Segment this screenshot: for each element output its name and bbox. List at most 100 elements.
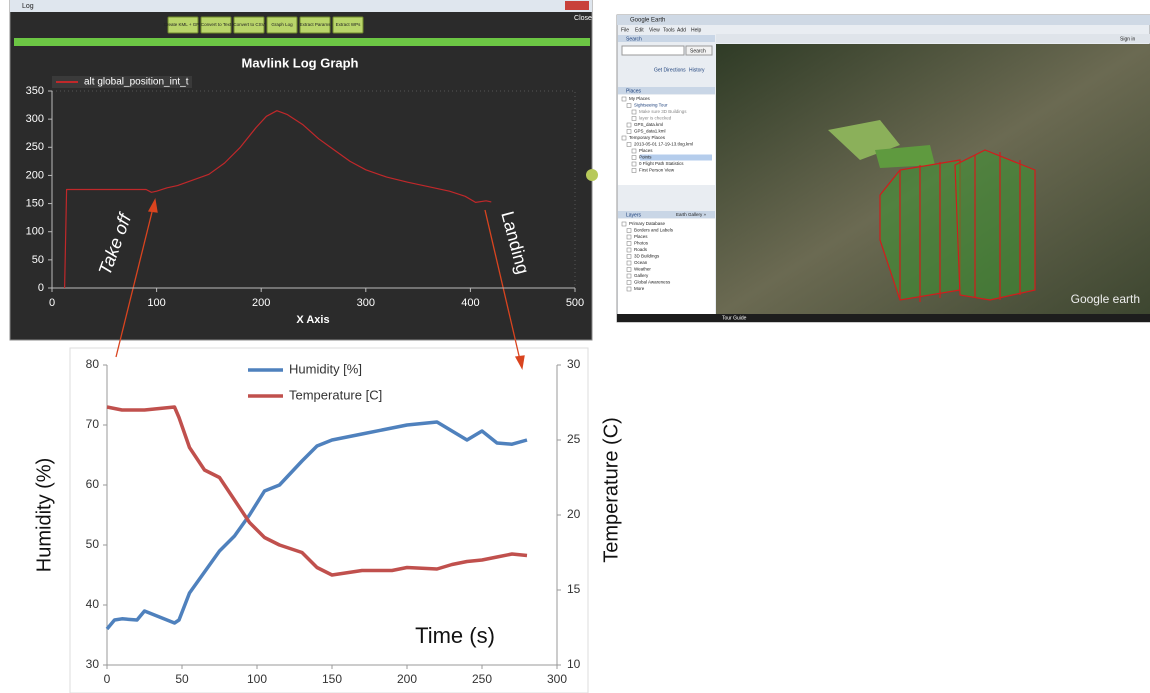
checkbox[interactable]	[626, 260, 632, 266]
checkbox[interactable]	[631, 155, 637, 160]
layer-item[interactable]: More	[634, 286, 645, 291]
layer-item[interactable]: Ocean	[634, 260, 648, 265]
layer-item[interactable]: Photos	[634, 241, 649, 246]
checkbox[interactable]	[626, 241, 632, 246]
layer-item[interactable]: Roads	[634, 247, 648, 252]
search-box[interactable]	[621, 45, 685, 56]
layer-item[interactable]: Places	[634, 234, 648, 239]
button[interactable]	[233, 16, 265, 34]
y-tick-label: 50	[86, 537, 100, 551]
close-button[interactable]	[565, 1, 589, 10]
search-button[interactable]	[685, 45, 713, 56]
menu-item[interactable]: Edit	[635, 27, 644, 33]
checkbox[interactable]	[631, 161, 637, 167]
place-item[interactable]: 2013-05-01 17-19-13.tlog.kml	[634, 142, 693, 147]
title-bar	[10, 0, 592, 12]
checkbox[interactable]	[626, 103, 632, 108]
menu-item[interactable]: View	[649, 27, 660, 33]
place-item[interactable]: Temporary Places	[629, 135, 666, 140]
checkbox[interactable]	[626, 273, 632, 279]
x-tick-label: 250	[472, 672, 492, 686]
button-label[interactable]: Extract WPs	[336, 22, 362, 27]
close-label[interactable]: Close	[574, 15, 592, 22]
menu-item[interactable]: Add	[677, 27, 686, 33]
place-item[interactable]: 0 Flight Path Statistics	[639, 161, 684, 166]
place-item[interactable]: Make sure 3D Buildings	[639, 109, 687, 114]
place-item[interactable]: layer is checked	[639, 116, 672, 121]
checkbox[interactable]	[631, 116, 637, 121]
button[interactable]	[167, 16, 199, 34]
y-tick-label: 60	[86, 477, 100, 491]
x-tick-label: 500	[566, 297, 584, 309]
place-item[interactable]: GPS_data.kml	[634, 122, 663, 127]
checkbox[interactable]	[621, 96, 627, 102]
checkbox[interactable]	[621, 135, 627, 141]
checkbox[interactable]	[626, 122, 632, 128]
legend-box	[52, 76, 192, 88]
layer-item[interactable]: Gallery	[634, 273, 649, 278]
checkbox[interactable]	[626, 286, 632, 292]
x-tick-label: 100	[147, 297, 165, 309]
layer-item[interactable]: Weather	[634, 267, 651, 272]
y2-tick-label: 10	[567, 657, 581, 671]
checkbox[interactable]	[626, 228, 632, 233]
checkbox[interactable]	[626, 254, 632, 259]
y-tick-label: 200	[26, 169, 44, 181]
place-item[interactable]: My Places	[629, 96, 651, 101]
ge-title: Google Earth	[630, 18, 665, 24]
y-tick-label: 30	[86, 657, 100, 671]
checkbox[interactable]	[626, 247, 632, 253]
layers-list	[618, 219, 715, 314]
y-axis-label: Humidity (%)	[33, 458, 55, 572]
place-item[interactable]: Places	[639, 148, 653, 153]
button[interactable]	[200, 16, 232, 34]
button[interactable]	[266, 16, 298, 34]
button-label[interactable]: Graph Log	[271, 22, 293, 27]
ge-logo: Google earth	[1071, 292, 1140, 306]
place-item[interactable]: GPS_data1.kml	[634, 129, 666, 134]
checkbox[interactable]	[626, 142, 632, 147]
menu-item[interactable]: Help	[691, 27, 702, 33]
checkbox[interactable]	[626, 280, 632, 285]
y-tick-label: 50	[32, 254, 44, 266]
layer-item[interactable]: Global Awareness	[634, 280, 671, 285]
x-tick-label: 50	[175, 672, 189, 686]
place-item[interactable]: Sightseeing Tour	[634, 103, 668, 108]
menu-item[interactable]: Tools	[663, 27, 675, 33]
search-header: Search	[626, 36, 642, 42]
earth-gallery[interactable]: Earth Gallery »	[676, 212, 707, 217]
layer-item[interactable]: Primary Database	[629, 221, 666, 226]
button[interactable]	[332, 16, 364, 34]
place-item[interactable]: Points	[639, 155, 652, 160]
sign-in[interactable]: Sign in	[1120, 36, 1136, 42]
button-label[interactable]: Convert to CSV	[233, 22, 264, 27]
checkbox[interactable]	[626, 129, 632, 134]
link[interactable]: Get Directions	[654, 67, 686, 73]
checkbox[interactable]	[621, 221, 627, 227]
checkbox[interactable]	[626, 267, 632, 272]
layer-item[interactable]: 3D Buildings	[634, 254, 660, 259]
y-tick-label: 150	[26, 197, 44, 209]
status-bar	[617, 314, 1150, 322]
menu-item[interactable]: File	[621, 27, 629, 33]
x-tick-label: 400	[461, 297, 479, 309]
flight-path-3d	[879, 149, 1036, 302]
button-label[interactable]: Extract Params	[300, 22, 332, 27]
checkbox[interactable]	[631, 168, 637, 173]
x-tick-label: 300	[357, 297, 375, 309]
link[interactable]: History	[689, 67, 705, 73]
panel-header	[618, 211, 715, 218]
button-label[interactable]: Create KML + GPS	[164, 22, 202, 27]
place-item[interactable]: First Person View	[639, 168, 675, 173]
checkbox[interactable]	[626, 234, 632, 240]
y-tick-label: 0	[38, 282, 44, 294]
checkbox[interactable]	[631, 148, 637, 154]
tour-guide[interactable]: Tour Guide	[722, 315, 747, 321]
search-button-label[interactable]: Search	[690, 48, 706, 54]
button[interactable]	[299, 16, 331, 34]
panel-header	[618, 35, 715, 42]
button-label[interactable]: Convert to Text	[201, 22, 232, 27]
checkbox[interactable]	[631, 109, 637, 115]
layer-item[interactable]: Borders and Labels	[634, 228, 674, 233]
